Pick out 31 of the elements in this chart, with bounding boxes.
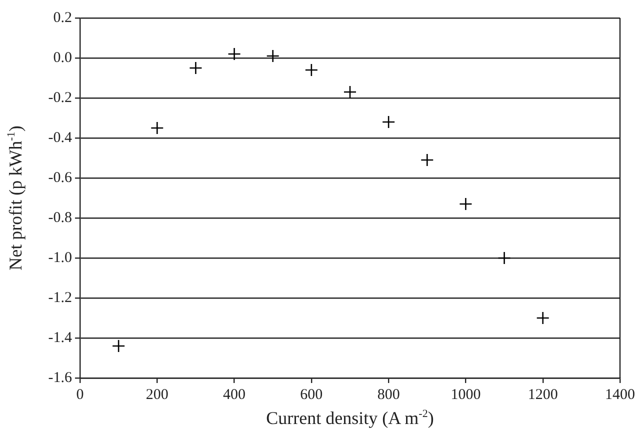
y-tick-label: -1.2 [48, 290, 72, 306]
x-tick-label: 0 [76, 386, 84, 403]
x-tick-label: 1000 [450, 386, 481, 403]
x-tick-label: 400 [223, 386, 246, 403]
y-tick-label: -0.2 [48, 90, 72, 106]
point [459, 197, 472, 211]
x-tick-label: 200 [146, 386, 168, 403]
point [266, 49, 280, 63]
point [536, 311, 550, 325]
y-tick-label: -0.8 [48, 210, 72, 226]
y-tick-label: -1.0 [48, 250, 72, 266]
y-tick-label: -1.6 [48, 370, 72, 386]
x-tick-label: 600 [300, 386, 323, 403]
y-tick-label: -1.4 [48, 330, 72, 346]
x-tick-label: 1400 [605, 386, 635, 403]
point [228, 47, 241, 61]
point [150, 121, 164, 135]
point [498, 251, 511, 265]
x-tick-label: 1200 [528, 386, 558, 403]
x-axis-title: Current density (A m$^{-2}$) [266, 408, 434, 429]
point [420, 153, 434, 167]
point [304, 63, 318, 77]
y-tick-label: -0.6 [48, 170, 72, 186]
y-tick-label: 0.0 [53, 50, 72, 66]
point [382, 115, 396, 129]
point [189, 61, 202, 75]
y-tick-label: 0.2 [53, 10, 72, 26]
y-tick-label: -0.4 [48, 130, 72, 146]
point [343, 85, 357, 99]
point [112, 339, 126, 353]
x-tick-label: 800 [377, 386, 400, 403]
